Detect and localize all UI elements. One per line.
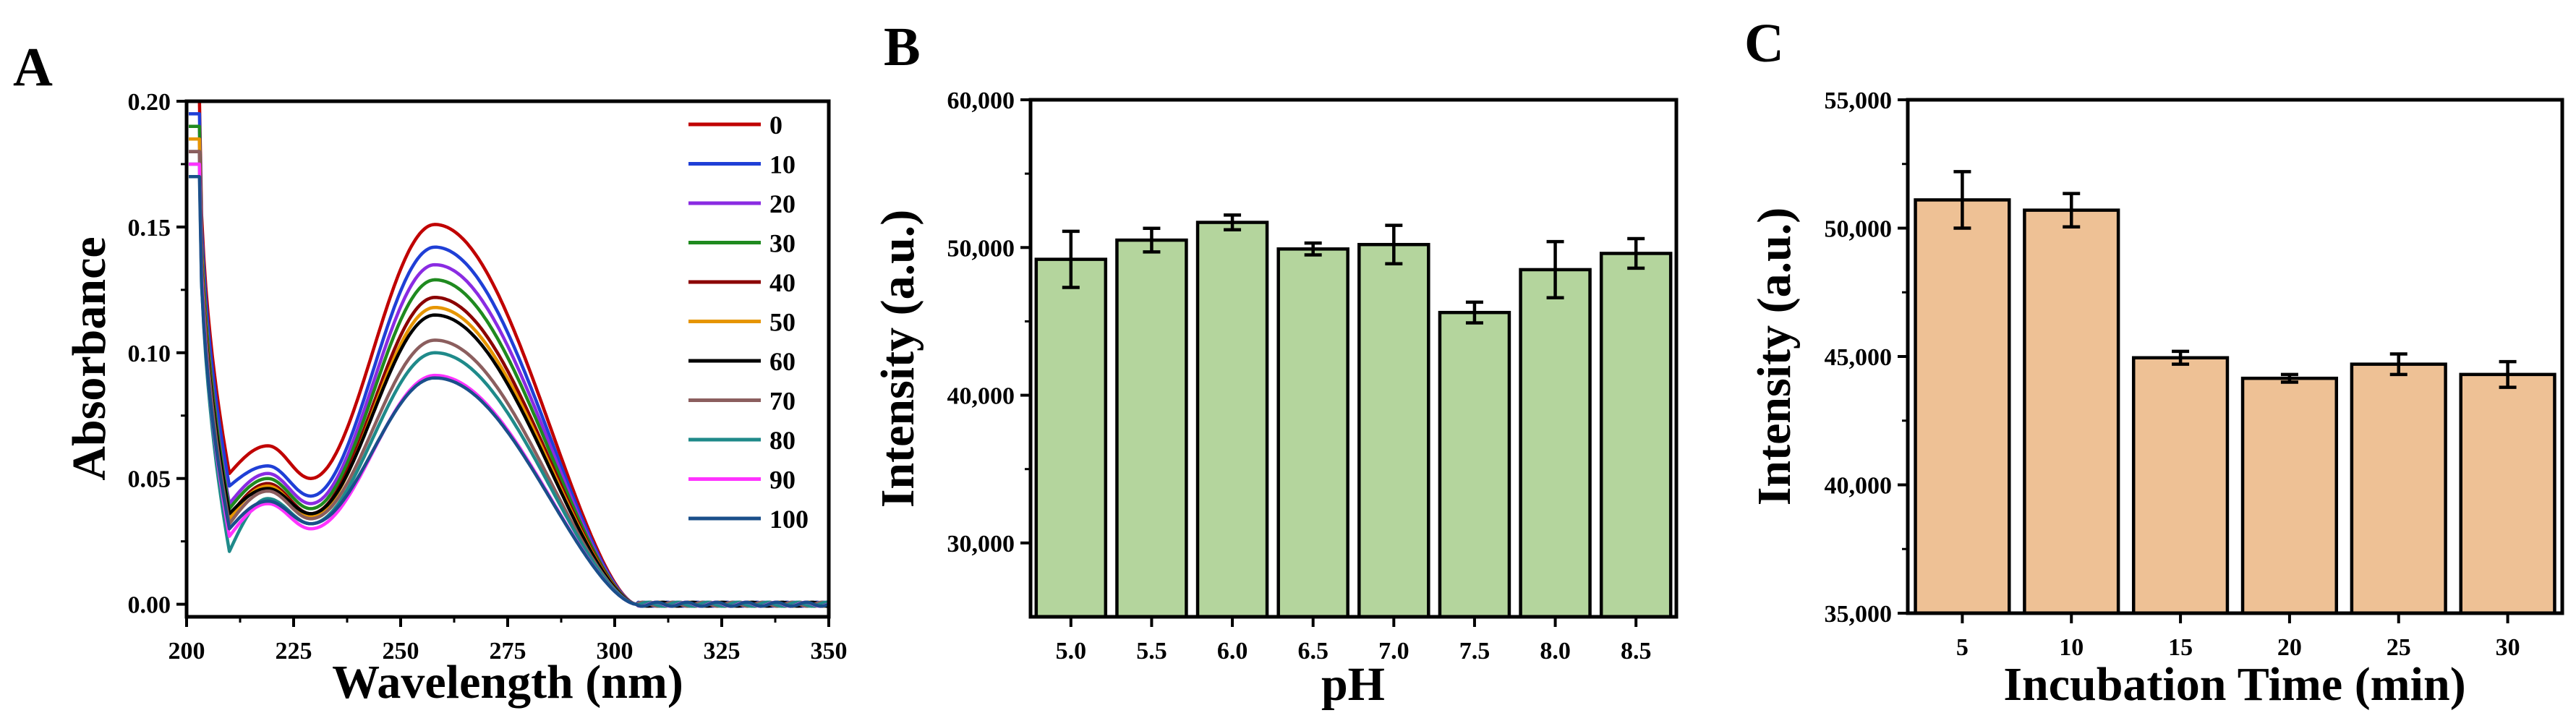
legend-label-0: 0: [769, 111, 782, 140]
y-tick-label: 0.15: [128, 215, 171, 242]
panel-a-x-axis-title: Wavelength (nm): [332, 656, 683, 709]
x-tick-label: 8.0: [1540, 638, 1571, 665]
x-tick-label: 7.0: [1378, 638, 1409, 665]
panel-c-ticks: 5 10 15 20 25 30 35,000 40,000 45,000 50,000 55,00…: [1825, 87, 2520, 661]
y-tick-label: 45,000: [1825, 344, 1893, 371]
spectrum-line-100: [189, 175, 829, 608]
spectrum-line-30: [189, 124, 829, 608]
panel-b-ticks: 5.0 5.5 6.0 6.5 7.0 7.5 8.0 8.5 30,000 40,000 50,0…: [947, 87, 1652, 665]
y-tick-label: 55,000: [1825, 87, 1893, 114]
bar-20: [2240, 376, 2339, 615]
bar-10: [2023, 208, 2120, 615]
legend-label-100: 100: [769, 505, 809, 534]
x-tick-label: 30: [2496, 634, 2520, 661]
panel-a: A 200 225 250 275 300 325 3500.000.050.100.150…: [13, 37, 848, 709]
x-tick-label: 25: [2387, 634, 2411, 661]
panel-b-frame: [1028, 98, 1679, 619]
legend-label-20: 20: [769, 189, 796, 218]
panel-c-x-axis-title: Incubation Time (min): [2003, 658, 2465, 711]
bar-30: [2459, 372, 2556, 615]
legend-label-80: 80: [769, 426, 796, 455]
panel-letter-c: C: [1744, 13, 1784, 74]
bar-15: [2131, 356, 2230, 615]
y-tick-label: 40,000: [947, 383, 1015, 410]
legend-label-40: 40: [769, 268, 796, 297]
legend-label-10: 10: [769, 150, 796, 179]
y-tick-label: 0.10: [128, 341, 171, 367]
bar-7.0: [1357, 242, 1430, 619]
legend-label-60: 60: [769, 347, 796, 376]
bar-5: [1914, 198, 2011, 615]
x-tick-label: 250: [383, 638, 419, 665]
y-tick-label: 30,000: [947, 531, 1015, 558]
bar-7.5: [1438, 310, 1511, 619]
panel-a-y-axis-title: Absorbance: [63, 236, 116, 480]
x-tick-label: 8.5: [1621, 638, 1652, 665]
x-tick-label: 200: [169, 638, 205, 665]
x-tick-label: 350: [811, 638, 848, 665]
panel-c: C 5 10 15 20 25 30 35,000 40,000 45,000 50,000 55,…: [1744, 13, 2564, 711]
bar-5.0: [1034, 257, 1108, 619]
panel-a-legend: 0 10 20 30 40 50 60 70 80 90 100: [688, 111, 809, 534]
y-tick-label: 50,000: [947, 235, 1015, 262]
x-tick-label: 7.5: [1459, 638, 1490, 665]
x-tick-label: 5: [1956, 634, 1969, 661]
legend-label-70: 70: [769, 387, 796, 416]
panel-b-plot-area: [1034, 213, 1673, 619]
y-tick-label: 0.05: [128, 466, 171, 493]
panel-a-ticks: 200 225 250 275 300 325 3500.000.050.100.150.2…: [128, 89, 848, 665]
bar-8.5: [1599, 252, 1673, 619]
bar-8.0: [1519, 268, 1592, 619]
y-tick-label: 40,000: [1825, 473, 1893, 500]
y-tick-label: 0.00: [128, 592, 171, 619]
y-tick-label: 60,000: [947, 87, 1015, 114]
legend-label-90: 90: [769, 466, 796, 495]
y-tick-label: 35,000: [1825, 601, 1893, 628]
x-tick-label: 5.5: [1136, 638, 1167, 665]
y-tick-label: 50,000: [1825, 216, 1893, 243]
x-tick-label: 5.0: [1056, 638, 1087, 665]
bar-5.5: [1115, 238, 1188, 619]
panel-b-x-axis-title: pH: [1321, 658, 1385, 711]
panel-b: B 5.0 5.5 6.0 6.5 7.0 7.5 8.0 8.5 30,000 40,000 50…: [871, 17, 1679, 711]
x-tick-label: 10: [2059, 634, 2084, 661]
x-tick-label: 225: [276, 638, 312, 665]
x-tick-label: 20: [2277, 634, 2302, 661]
bar-6.5: [1276, 247, 1349, 619]
legend-label-30: 30: [769, 229, 796, 258]
bar-25: [2350, 362, 2447, 615]
panel-c-y-axis-title: Intensity (a.u.): [1748, 208, 1801, 506]
panel-b-y-axis-title: Intensity (a.u.): [871, 210, 924, 508]
spectrum-line-20: [189, 124, 829, 608]
panel-c-plot-area: [1914, 170, 2556, 615]
panel-letter-b: B: [884, 17, 921, 77]
spectrum-line-0: [189, 99, 829, 608]
x-tick-label: 15: [2168, 634, 2193, 661]
x-tick-label: 275: [490, 638, 526, 665]
panel-a-plot-area: [189, 99, 829, 608]
y-tick-label: 0.20: [128, 89, 171, 116]
x-tick-label: 6.0: [1217, 638, 1248, 665]
x-tick-label: 6.5: [1297, 638, 1328, 665]
x-tick-label: 300: [597, 638, 634, 665]
spectrum-line-40: [189, 137, 829, 608]
x-tick-label: 325: [704, 638, 741, 665]
legend-label-50: 50: [769, 308, 796, 337]
panel-letter-a: A: [13, 37, 53, 98]
bar-6.0: [1195, 221, 1269, 619]
